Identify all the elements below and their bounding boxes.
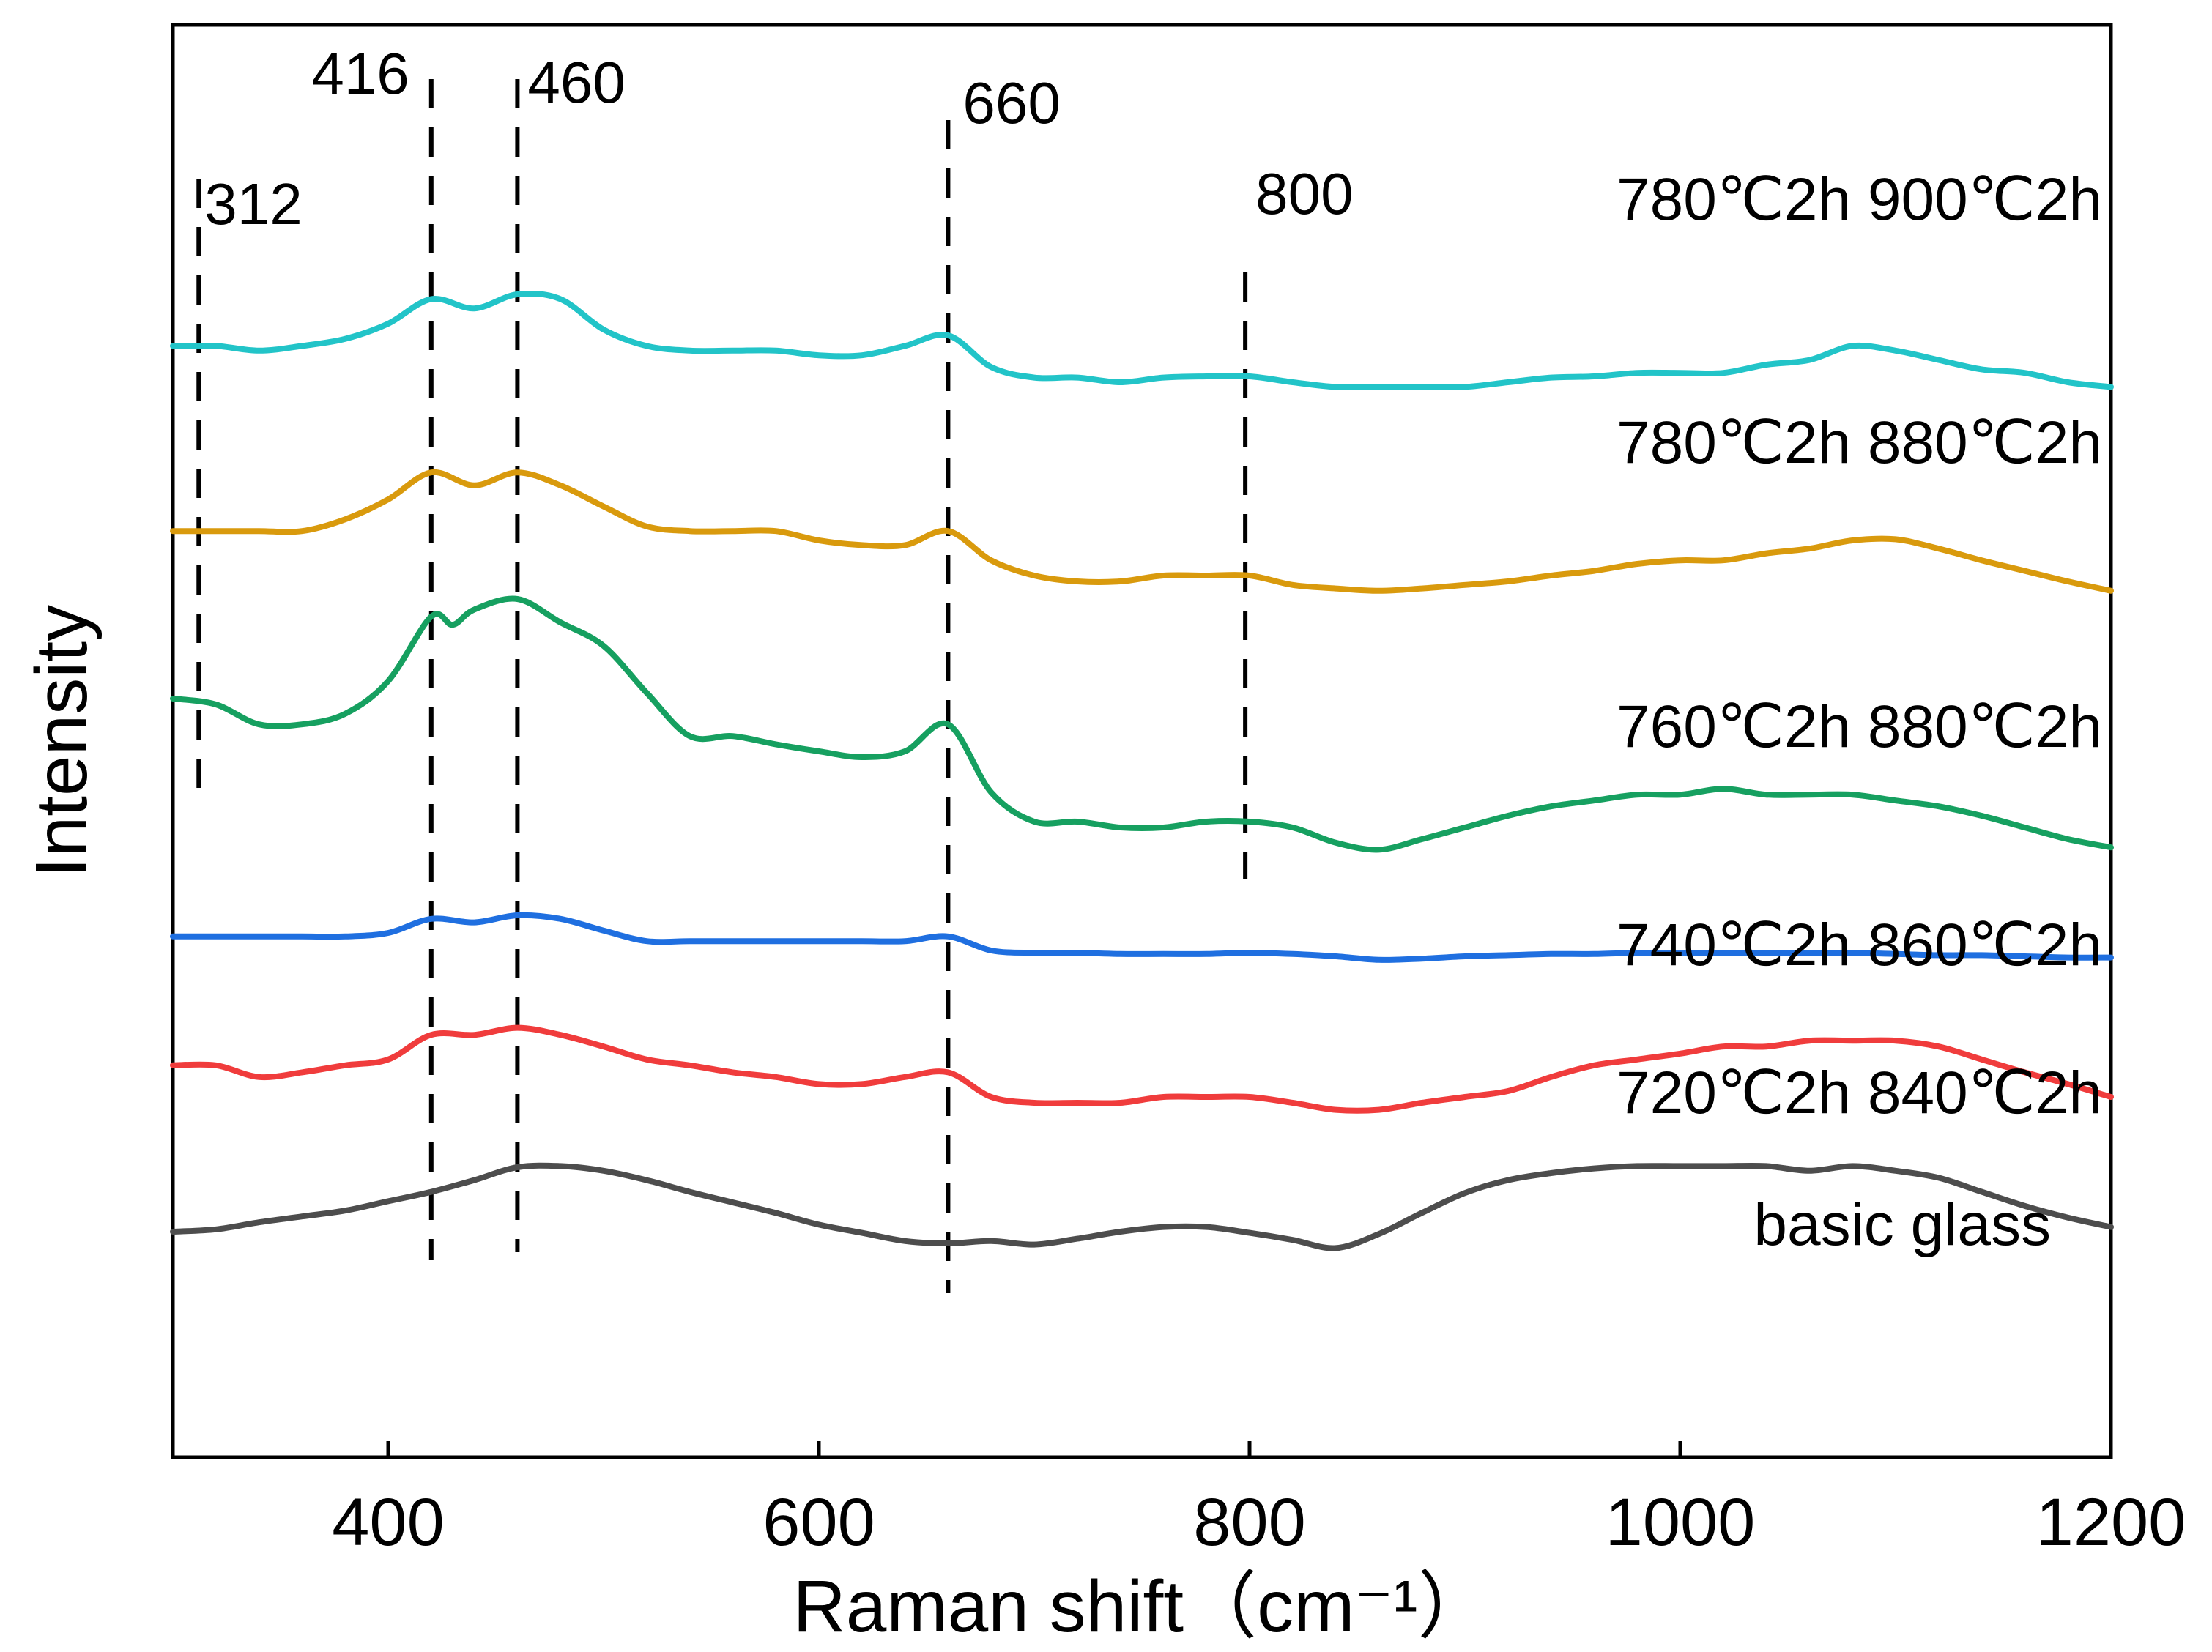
series-line-0 bbox=[170, 1162, 2114, 1251]
peak-label-660: 660 bbox=[962, 70, 1060, 135]
series-label-2: 740℃2h 860℃2h bbox=[1617, 912, 2102, 978]
x-tick-label: 1000 bbox=[1606, 1485, 1756, 1560]
peak-label-800: 800 bbox=[1255, 161, 1353, 226]
peak-label-416: 416 bbox=[311, 41, 409, 106]
series-line-4 bbox=[170, 469, 2114, 594]
series-line-1 bbox=[170, 1024, 2114, 1114]
series-labels: basic glass 720℃2h 840℃2h 740℃2h 860℃2h 760… bbox=[1617, 166, 2102, 1258]
x-tick-label: 800 bbox=[1193, 1485, 1306, 1560]
x-tick-label: 1200 bbox=[2036, 1485, 2186, 1560]
x-tick-label: 400 bbox=[332, 1485, 445, 1560]
series-label-1: 720℃2h 840℃2h bbox=[1617, 1060, 2102, 1126]
plot-frame bbox=[171, 23, 2113, 1459]
reference-lines bbox=[196, 79, 1248, 1293]
peak-label-312: 312 bbox=[204, 171, 302, 237]
x-axis-ticks: 400 600 800 1000 1200 bbox=[332, 1441, 2186, 1560]
series-line-2 bbox=[170, 912, 2114, 963]
x-tick-label: 600 bbox=[762, 1485, 875, 1560]
series-label-0: basic glass bbox=[1753, 1191, 2051, 1258]
y-axis-title: Intensity bbox=[21, 605, 103, 877]
x-axis-title: Raman shift（cm⁻¹） bbox=[793, 1566, 1491, 1648]
series-label-5: 780℃2h 900℃2h bbox=[1617, 166, 2102, 233]
series-line-5 bbox=[170, 290, 2114, 390]
series-label-3: 760℃2h 880℃2h bbox=[1617, 693, 2102, 760]
series-label-4: 780℃2h 880℃2h bbox=[1617, 409, 2102, 476]
series-lines bbox=[170, 290, 2114, 1251]
series-line-3 bbox=[170, 595, 2114, 853]
peak-label-460: 460 bbox=[527, 50, 625, 115]
